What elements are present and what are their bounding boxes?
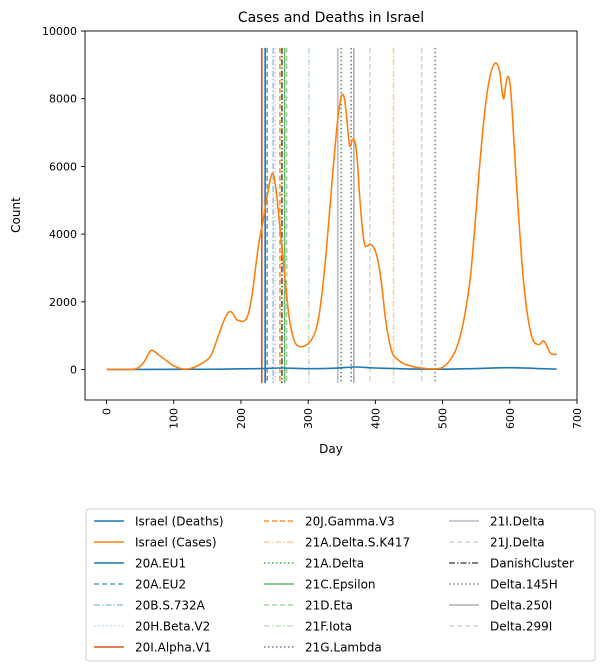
legend-label: 21C.Epsilon (305, 578, 376, 592)
plot-area (106, 47, 557, 384)
legend-label: 21A.Delta.S.K417 (305, 536, 410, 550)
legend-label: 21A.Delta (305, 557, 364, 571)
legend-label: 20H.Beta.V2 (135, 620, 210, 634)
y-tick-label: 4000 (49, 228, 77, 241)
legend-label: 20A.EU2 (135, 578, 186, 592)
chart-title: Cases and Deaths in Israel (238, 10, 424, 26)
x-tick-label: 300 (302, 408, 315, 429)
series-line-israel-cases- (106, 62, 557, 371)
legend-label: 21J.Delta (490, 536, 545, 550)
legend-label: 20I.Alpha.V1 (135, 641, 211, 655)
y-tick-label: 10000 (42, 25, 77, 38)
legend-label: Delta.299I (490, 620, 552, 634)
y-tick-label: 8000 (49, 93, 77, 106)
legend: Israel (Deaths) Israel (Cases) 20A.EU1 20A.… (85, 508, 596, 662)
legend-label: Delta.250I (490, 599, 552, 613)
legend-label: 21F.Iota (305, 620, 352, 634)
x-tick-label: 200 (235, 408, 248, 429)
x-tick-label: 400 (369, 408, 382, 429)
y-tick-label: 0 (70, 364, 77, 377)
y-axis-label: Count (9, 197, 23, 233)
x-tick-label: 100 (168, 408, 181, 429)
x-tick-label: 700 (571, 408, 584, 429)
legend-label: Israel (Deaths) (135, 515, 224, 529)
y-tick-label: 6000 (49, 160, 77, 173)
x-tick-label: 600 (504, 408, 517, 429)
x-axis: 0 100 200 300 400 500 600 700 (101, 400, 584, 429)
y-tick-label: 2000 (49, 296, 77, 309)
legend-label: 20A.EU1 (135, 557, 186, 571)
legend-label: 21G.Lambda (305, 641, 382, 655)
x-tick-label: 0 (101, 408, 114, 415)
legend-frame (85, 508, 596, 662)
legend-label: 21I.Delta (490, 515, 545, 529)
plot-frame (84, 30, 578, 401)
legend-label: 20J.Gamma.V3 (305, 515, 395, 529)
x-tick-label: 500 (437, 408, 450, 429)
series-line-israel-deaths- (106, 366, 557, 371)
legend-label: Israel (Cases) (135, 536, 217, 550)
y-axis: 0 2000 4000 6000 8000 10000 (42, 25, 85, 377)
legend-label: Delta.145H (490, 578, 558, 592)
legend-label: 21D.Eta (305, 599, 353, 613)
x-axis-label: Day (319, 442, 343, 456)
legend-label: 20B.S.732A (135, 599, 206, 613)
legend-label: DanishCluster (490, 557, 574, 571)
